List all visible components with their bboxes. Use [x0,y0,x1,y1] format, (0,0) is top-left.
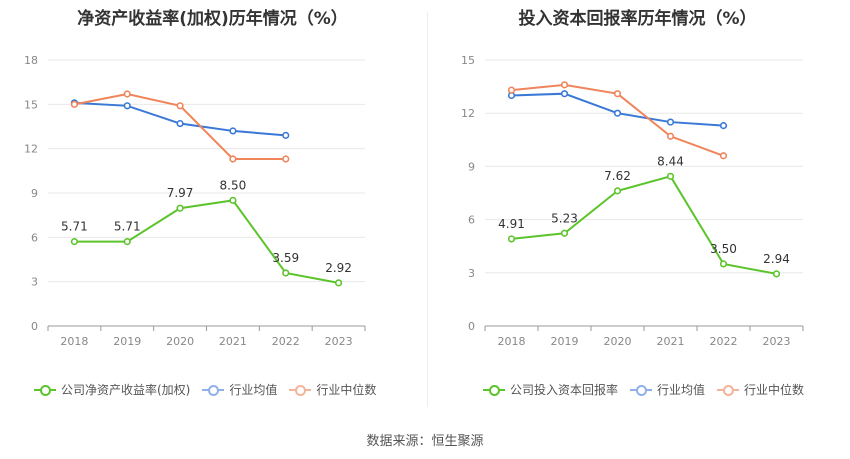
data-point-company[interactable] [772,270,781,278]
data-label: 3.59 [272,251,299,265]
data-point-median[interactable] [719,152,728,160]
legend-avg-marker-icon [630,384,653,396]
data-label: 4.91 [498,217,525,231]
roic-legend: 公司投入资本回报率 行业均值 行业中位数 [483,381,816,398]
data-point-company[interactable] [282,269,290,277]
data-point-median[interactable] [560,81,569,89]
y-tick-label: 15 [461,54,475,67]
data-point-median[interactable] [613,90,622,98]
legend-median-marker-icon [289,384,312,396]
data-label: 8.44 [657,154,684,168]
data-point-company[interactable] [229,196,237,204]
data-point-company[interactable] [334,279,343,287]
x-tick-label: 2018 [498,335,526,348]
legend-median-marker-icon [717,384,740,396]
legend-avg-label: 行业均值 [229,383,278,397]
data-point-company[interactable] [613,187,622,195]
x-tick-label: 2020 [166,335,194,348]
y-tick-label: 3 [31,276,38,289]
y-tick-label: 12 [461,107,475,120]
data-source-note: 数据来源：恒生聚源 [366,434,484,449]
legend-item-company[interactable]: 公司净资产收益率(加权) [34,381,190,398]
data-point-company[interactable] [560,229,569,237]
y-tick-label: 0 [468,320,475,333]
y-tick-label: 6 [468,214,475,227]
series-line-company [511,175,777,275]
data-point-company[interactable] [507,235,516,243]
y-tick-label: 12 [24,143,38,156]
series-line-company [74,199,339,284]
data-point-avg[interactable] [666,118,675,126]
data-point-avg[interactable] [282,131,290,139]
y-tick-label: 6 [31,231,38,244]
x-tick-label: 2021 [219,335,247,348]
legend-avg-marker-icon [202,384,225,396]
roe-legend: 公司净资产收益率(加权) 行业均值 行业中位数 [34,381,388,398]
x-tick-label: 2018 [60,335,88,348]
legend-item-median[interactable]: 行业中位数 [289,381,376,398]
y-tick-label: 18 [24,54,38,67]
data-point-company[interactable] [666,172,675,180]
data-point-median[interactable] [666,132,675,140]
roic-chart-plot: 0 3 6 9 12 15 2018 2019 2020 2021 2022 2023 4.91 5.23… [461,54,804,348]
x-tick-label: 2020 [604,335,632,348]
roic-chart-panel: 投入资本回报率历年情况（%） 0 3 6 9 12 15 2018 2019 2020 2021 2… [425,0,850,420]
data-point-median[interactable] [123,90,131,98]
y-tick-label: 0 [31,320,38,333]
data-label: 3.50 [710,242,737,256]
roe-chart-panel: 净资产收益率(加权)历年情况（%） 0 3 6 9 12 15 18 2018 2019 2020… [0,0,425,420]
legend-item-avg[interactable]: 行业均值 [202,381,277,398]
data-point-avg[interactable] [229,127,237,135]
data-label: 2.94 [763,252,790,266]
data-point-median[interactable] [176,102,184,110]
roic-chart-title: 投入资本回报率历年情况（%） [518,9,757,29]
legend-avg-label: 行业均值 [657,383,706,397]
data-point-company[interactable] [719,260,728,268]
legend-company-marker-icon [483,384,505,396]
data-label: 5.23 [551,211,578,225]
data-point-median[interactable] [70,100,79,108]
data-label: 8.50 [220,178,247,192]
data-label: 7.62 [604,169,631,183]
legend-item-avg[interactable]: 行业均值 [630,381,705,398]
data-point-median[interactable] [282,155,290,163]
legend-item-company[interactable]: 公司投入资本回报率 [483,381,618,398]
x-tick-label: 2023 [763,335,791,348]
y-tick-label: 9 [31,187,38,200]
roe-chart-plot: 0 3 6 9 12 15 18 2018 2019 2020 2021 2022 2023 5.71 5.… [24,54,366,348]
legend-item-median[interactable]: 行业中位数 [717,381,804,398]
data-point-avg[interactable] [719,122,728,130]
y-tick-label: 15 [24,98,38,111]
x-tick-label: 2022 [272,335,300,348]
x-tick-label: 2022 [710,335,738,348]
legend-median-label: 行业中位数 [744,383,805,397]
data-point-avg[interactable] [560,90,569,98]
data-label: 5.71 [114,220,141,234]
data-point-median[interactable] [507,86,516,94]
x-tick-label: 2019 [551,335,579,348]
x-tick-label: 2019 [113,335,141,348]
roe-chart-title: 净资产收益率(加权)历年情况（%） [77,9,348,29]
legend-company-label: 公司净资产收益率(加权) [61,383,191,397]
data-point-avg[interactable] [613,109,622,117]
panel-divider [427,12,428,407]
data-point-company[interactable] [176,204,184,212]
data-point-median[interactable] [229,155,237,163]
data-label: 7.97 [167,186,194,200]
data-point-company[interactable] [70,238,79,246]
data-point-avg[interactable] [123,102,131,110]
x-tick-label: 2023 [325,335,353,348]
y-tick-label: 3 [468,267,475,280]
legend-median-label: 行业中位数 [316,383,377,397]
legend-company-marker-icon [34,384,56,396]
x-tick-label: 2021 [657,335,685,348]
y-tick-label: 9 [468,160,475,173]
data-point-avg[interactable] [176,119,184,128]
data-point-company[interactable] [123,238,131,246]
data-label: 2.92 [325,261,352,275]
data-label: 5.71 [61,220,88,234]
legend-company-label: 公司投入资本回报率 [510,383,619,397]
